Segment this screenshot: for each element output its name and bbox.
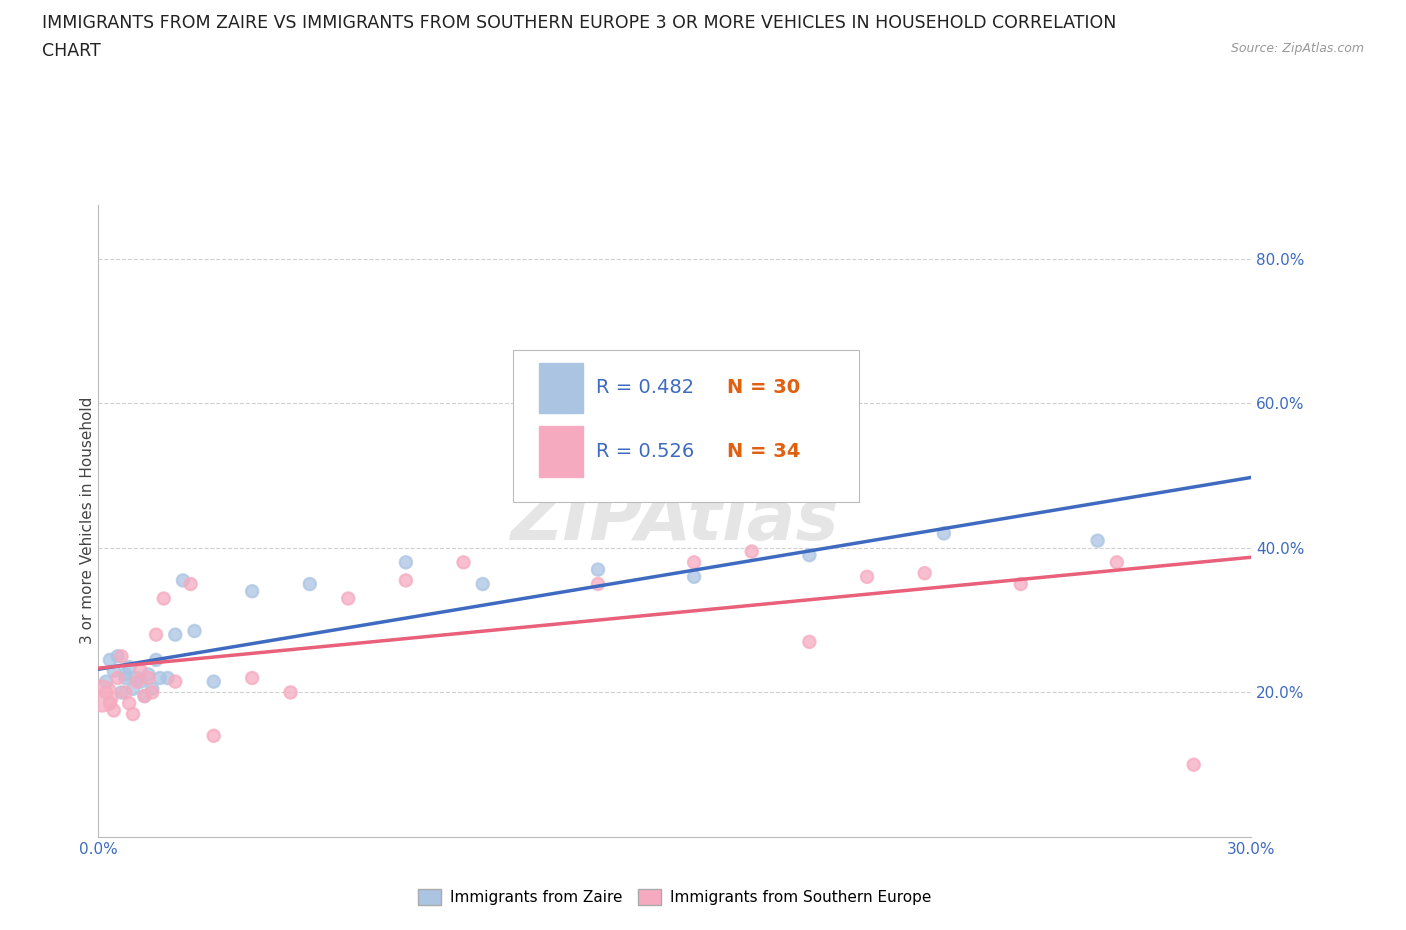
Point [156, 671, 179, 685]
Point [103, 663, 125, 678]
Point [1182, 757, 1205, 772]
Bar [538, 363, 582, 413]
Point [510, 374, 533, 389]
Point [118, 659, 141, 674]
Point [471, 577, 494, 591]
Point [107, 671, 129, 685]
Point [280, 685, 302, 700]
Text: N = 30: N = 30 [727, 379, 800, 397]
Point [202, 674, 225, 689]
Point [202, 728, 225, 743]
Point [129, 674, 152, 689]
Point [118, 696, 141, 711]
Point [145, 627, 167, 642]
Point [138, 667, 160, 682]
Point [1105, 555, 1128, 570]
Point [98, 696, 121, 711]
Point [180, 577, 202, 591]
Point [110, 649, 132, 664]
Text: R = 0.526: R = 0.526 [596, 442, 695, 460]
Point [110, 685, 132, 700]
Point [91, 688, 114, 703]
Text: IMMIGRANTS FROM ZAIRE VS IMMIGRANTS FROM SOUTHERN EUROPE 3 OR MORE VEHICLES IN H: IMMIGRANTS FROM ZAIRE VS IMMIGRANTS FROM… [42, 14, 1116, 32]
Point [125, 671, 148, 685]
Point [1087, 533, 1109, 548]
Point [932, 526, 955, 541]
Point [799, 548, 821, 563]
Point [114, 667, 136, 682]
Point [94, 674, 117, 689]
Point [141, 682, 163, 697]
Point [165, 674, 187, 689]
Point [122, 682, 145, 697]
Point [683, 555, 706, 570]
Text: CHART: CHART [42, 42, 101, 60]
Legend: Immigrants from Zaire, Immigrants from Southern Europe: Immigrants from Zaire, Immigrants from S… [412, 884, 938, 911]
Point [240, 584, 263, 599]
Point [1010, 577, 1032, 591]
Point [94, 685, 117, 700]
Point [145, 653, 167, 668]
Point [298, 577, 321, 591]
Point [914, 565, 936, 580]
Point [395, 555, 418, 570]
Point [152, 591, 174, 606]
Point [586, 562, 609, 577]
Point [125, 674, 148, 689]
Point [683, 569, 706, 584]
Point [240, 671, 263, 685]
Point [134, 688, 156, 703]
Point [138, 671, 160, 685]
Text: Source: ZipAtlas.com: Source: ZipAtlas.com [1230, 42, 1364, 55]
Point [856, 569, 879, 584]
Text: R = 0.482: R = 0.482 [596, 379, 695, 397]
Bar [538, 426, 582, 476]
Point [172, 573, 194, 588]
Point [114, 685, 136, 700]
Point [453, 555, 475, 570]
Point [98, 653, 121, 668]
Point [114, 671, 136, 685]
Point [586, 577, 609, 591]
Y-axis label: 3 or more Vehicles in Household: 3 or more Vehicles in Household [80, 397, 94, 644]
Point [122, 707, 145, 722]
Point [799, 634, 821, 649]
Point [741, 544, 763, 559]
FancyBboxPatch shape [513, 350, 859, 502]
Point [183, 624, 205, 639]
Point [129, 663, 152, 678]
Text: ZIPAtlas: ZIPAtlas [510, 486, 839, 555]
Point [165, 627, 187, 642]
Point [103, 703, 125, 718]
Text: N = 34: N = 34 [727, 442, 800, 460]
Point [141, 685, 163, 700]
Point [337, 591, 360, 606]
Point [134, 688, 156, 703]
Point [107, 649, 129, 664]
Point [395, 573, 418, 588]
Point [149, 671, 172, 685]
